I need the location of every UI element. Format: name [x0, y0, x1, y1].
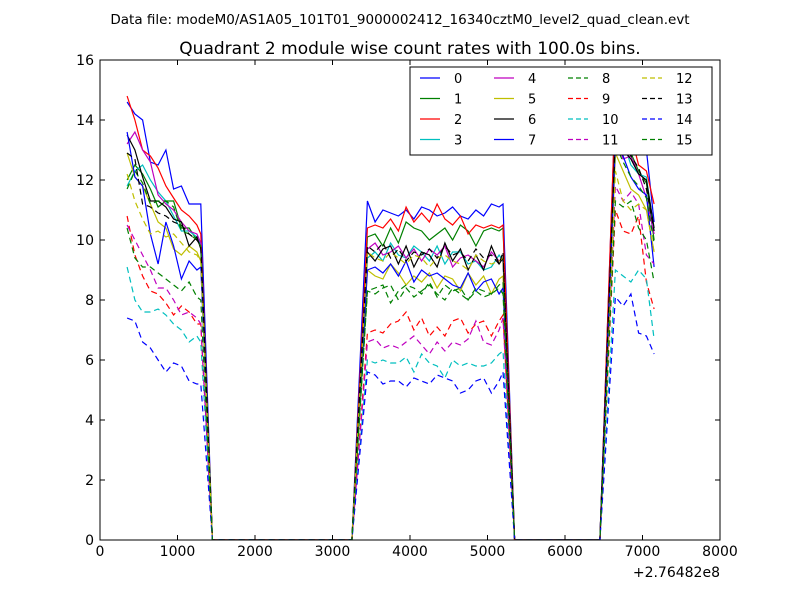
series-line-1 [126, 113, 655, 540]
series-line-13 [126, 133, 655, 540]
legend-label-13: 13 [676, 93, 693, 108]
y-tick-label: 10 [76, 233, 94, 249]
y-tick-label: 16 [76, 53, 94, 69]
y-tick-label: 14 [76, 113, 94, 129]
legend-label-15: 15 [676, 134, 693, 149]
series-layer [126, 92, 655, 540]
chart-suptitle: Data file: modeM0/AS1A05_101T01_90000024… [110, 12, 689, 28]
legend-frame [409, 66, 713, 156]
y-tick-label: 2 [85, 473, 94, 489]
series-line-6 [126, 131, 655, 540]
series-line-5 [126, 152, 655, 540]
legend-label-8: 8 [602, 72, 610, 87]
legend-label-5: 5 [528, 93, 536, 108]
legend-label-4: 4 [528, 72, 536, 87]
y-tick-label: 6 [85, 353, 94, 369]
y-tick-label: 12 [76, 173, 94, 189]
legend-label-6: 6 [528, 113, 536, 128]
series-line-2 [126, 95, 655, 540]
legend-label-7: 7 [528, 134, 536, 149]
series-line-0 [126, 92, 655, 540]
series-line-12 [126, 170, 655, 540]
series-line-8 [126, 143, 655, 540]
series-line-10 [126, 266, 655, 540]
legend-label-12: 12 [676, 72, 693, 87]
x-tick-label: 8000 [702, 544, 738, 560]
x-axis: 0 1000 2000 3000 4000 5000 6000 7000 8000 [96, 60, 738, 560]
series-line-14 [126, 292, 655, 540]
series-line-15 [126, 199, 655, 540]
legend-label-10: 10 [602, 113, 619, 128]
y-tick-label: 8 [85, 293, 94, 309]
chart-title: Quadrant 2 module wise count rates with … [179, 39, 640, 59]
series-line-7 [126, 131, 655, 540]
y-tick-label: 4 [85, 413, 94, 429]
x-tick-label: 7000 [625, 544, 661, 560]
series-line-4 [126, 130, 655, 540]
x-tick-label: 0 [96, 544, 105, 560]
legend-label-2: 2 [454, 113, 462, 128]
x-tick-label: 2000 [237, 544, 273, 560]
y-tick-label: 0 [85, 533, 94, 549]
legend-label-9: 9 [602, 93, 610, 108]
legend-label-0: 0 [454, 72, 462, 87]
x-tick-label: 6000 [547, 544, 583, 560]
legend-label-1: 1 [454, 93, 462, 108]
legend-label-14: 14 [676, 113, 693, 128]
x-tick-label: 5000 [470, 544, 506, 560]
x-axis-offset-label: +2.76482e8 [633, 565, 720, 581]
legend-label-11: 11 [602, 134, 619, 149]
x-tick-label: 1000 [160, 544, 196, 560]
series-line-11 [126, 183, 655, 540]
series-line-9 [126, 209, 655, 540]
x-tick-label: 3000 [315, 544, 351, 560]
legend-label-3: 3 [454, 134, 462, 149]
x-tick-label: 4000 [392, 544, 428, 560]
